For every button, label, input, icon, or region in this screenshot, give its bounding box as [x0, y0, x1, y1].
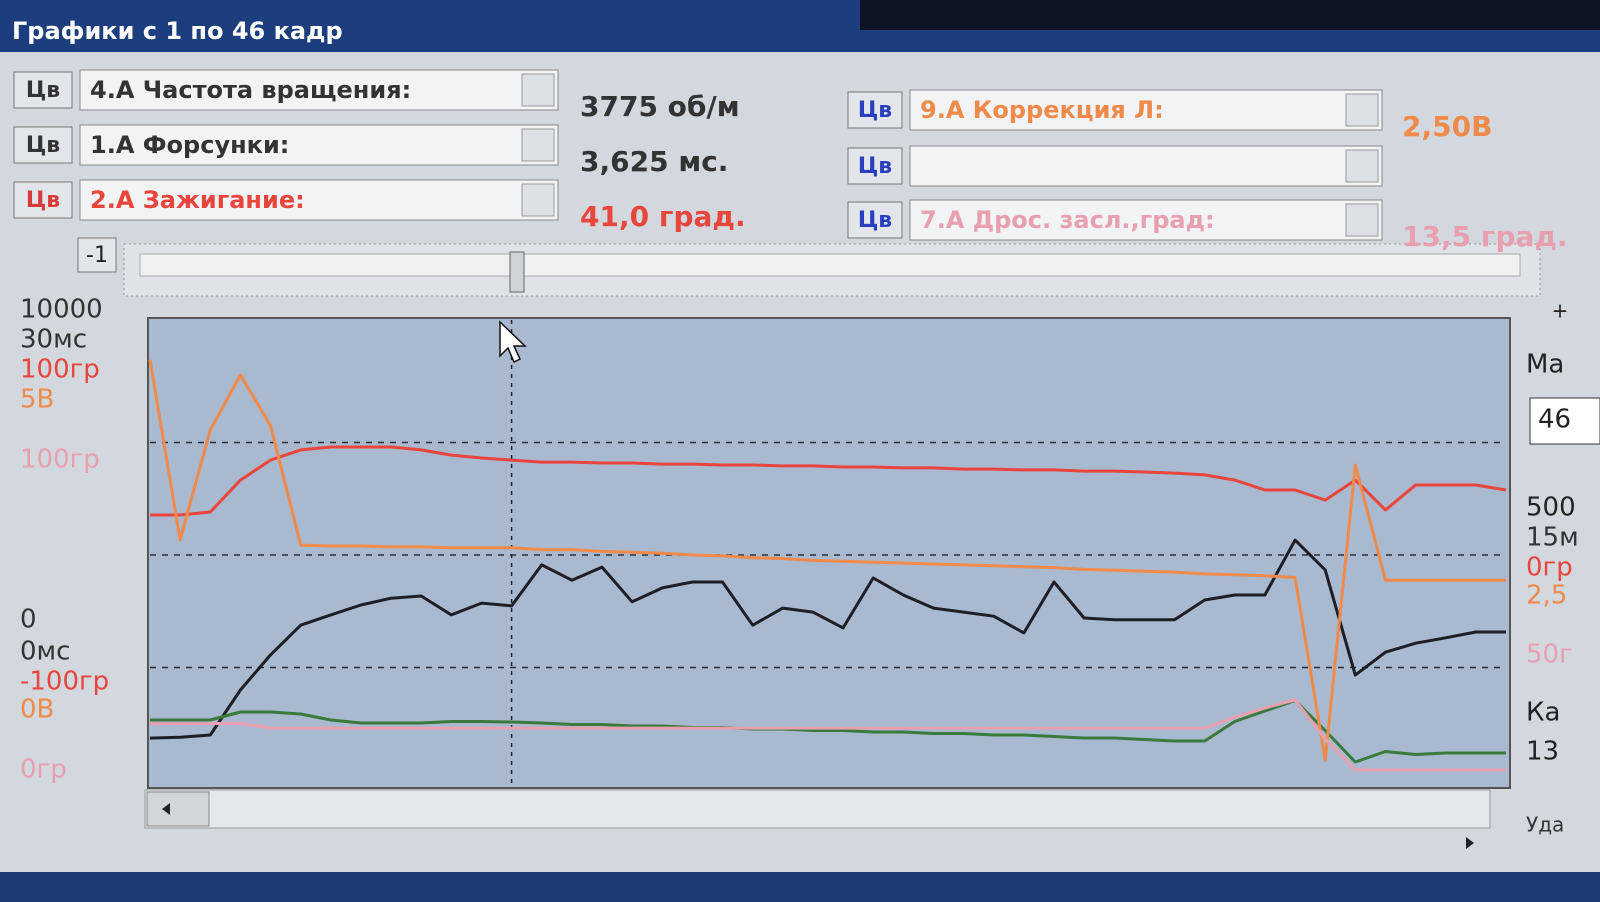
color-button-label: Цв — [858, 208, 892, 233]
color-button-label: Цв — [26, 188, 60, 213]
channel-name: 2.А Зажигание: — [90, 186, 305, 214]
channel-name: 1.А Форсунки: — [90, 131, 289, 159]
side-label: 0гр — [1526, 553, 1573, 583]
channel-name: 4.А Частота вращения: — [90, 76, 411, 104]
color-button[interactable] — [847, 201, 903, 239]
step-back-button[interactable] — [77, 237, 117, 273]
color-button[interactable] — [13, 181, 73, 219]
side-label: 15м — [1526, 523, 1579, 553]
channel-dropdown[interactable] — [909, 199, 1383, 241]
title-bar-dark — [860, 0, 1600, 30]
dropdown-arrow[interactable] — [521, 183, 555, 217]
dropdown-arrow[interactable] — [1345, 149, 1379, 183]
series-line — [150, 698, 1506, 772]
dropdown-arrow[interactable] — [521, 128, 555, 162]
step-forward-label[interactable]: + — [1552, 299, 1569, 323]
taskbar — [0, 872, 1600, 902]
side-label: Ма — [1526, 350, 1564, 380]
color-button-label: Цв — [858, 154, 892, 179]
channel-readout: 41,0 град. — [580, 200, 746, 233]
step-back-label: -1 — [86, 243, 108, 268]
dropdown-arrow[interactable] — [1345, 93, 1379, 127]
series-line — [148, 359, 1506, 762]
plot-area — [147, 317, 1511, 789]
scale-label: 5В — [20, 385, 54, 415]
side-label: Ка — [1526, 698, 1560, 728]
frame-box[interactable] — [1529, 397, 1600, 445]
scrollbar[interactable] — [144, 789, 1491, 829]
color-button[interactable] — [847, 91, 903, 129]
dropdown-arrow[interactable] — [521, 73, 555, 107]
channel-dropdown[interactable] — [79, 69, 559, 111]
side-label: 50г — [1526, 640, 1573, 670]
window-title: Графики с 1 по 46 кадр — [12, 17, 343, 45]
channel-readout: 13,5 град. — [1402, 220, 1568, 253]
channel-dropdown[interactable] — [909, 145, 1383, 187]
scroll-left-button[interactable] — [146, 791, 210, 827]
color-button-label: Цв — [26, 133, 60, 158]
scale-label: 30мс — [20, 325, 87, 355]
side-label: 46 — [1538, 405, 1571, 435]
mouse-pointer — [499, 320, 527, 364]
slider-track — [139, 253, 1521, 277]
channel-readout: 2,50В — [1402, 110, 1492, 143]
scale-label: 0гр — [20, 755, 67, 785]
scroll-right-arrow — [1466, 837, 1474, 849]
scroll-left-arrow — [162, 803, 170, 815]
color-button[interactable] — [13, 71, 73, 109]
scale-label: 0 — [20, 605, 37, 635]
side-label: Уда — [1526, 813, 1564, 837]
channel-name: 7.А Дрос. засл.,град: — [920, 206, 1215, 234]
slider-thumb[interactable] — [509, 251, 525, 293]
scale-label: -100гр — [20, 667, 109, 697]
side-label: 2,5 — [1526, 581, 1567, 611]
color-button-label: Цв — [26, 78, 60, 103]
color-button-label: Цв — [858, 98, 892, 123]
channel-dropdown[interactable] — [79, 179, 559, 221]
side-label: 13 — [1526, 737, 1559, 767]
channel-name: 9.А Коррекция Л: — [920, 96, 1164, 124]
scale-label: 0В — [20, 695, 54, 725]
scale-label: 0мс — [20, 637, 70, 667]
plot-lines — [148, 320, 1507, 786]
series-line — [149, 538, 1506, 740]
channel-readout: 3775 об/м — [580, 90, 740, 123]
channel-dropdown[interactable] — [909, 89, 1383, 131]
channel-dropdown[interactable] — [79, 124, 559, 166]
dropdown-arrow[interactable] — [1345, 203, 1379, 237]
channel-readout: 3,625 мс. — [580, 145, 728, 178]
series-line — [150, 445, 1507, 517]
color-button[interactable] — [847, 147, 903, 185]
scale-label: 100гр — [20, 355, 100, 385]
scale-label: 100гр — [20, 445, 100, 475]
scale-label: 10000 — [20, 295, 103, 325]
series-line — [150, 699, 1506, 764]
side-label: 500 — [1526, 493, 1576, 523]
color-button[interactable] — [13, 126, 73, 164]
